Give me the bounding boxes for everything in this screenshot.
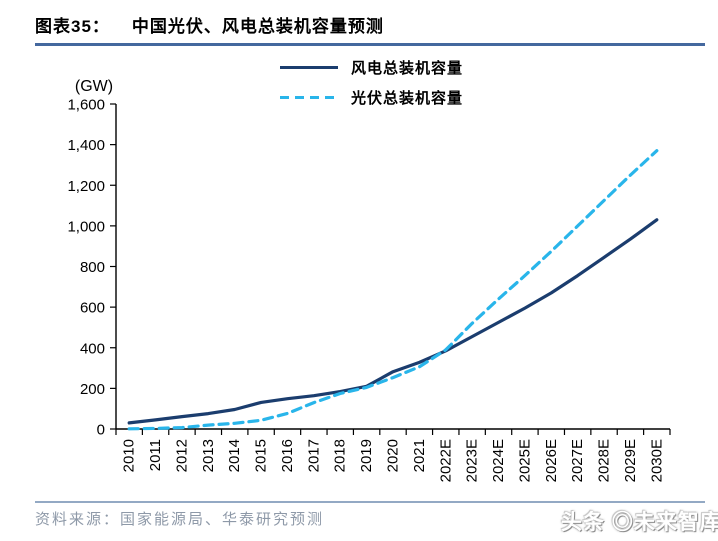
svg-text:0: 0 [97,422,105,439]
svg-text:2010: 2010 [121,439,138,472]
svg-text:2024E: 2024E [490,439,507,482]
y-axis-unit-label: (GW) [74,78,114,95]
svg-text:1,200: 1,200 [67,178,105,195]
svg-text:2012: 2012 [173,439,190,472]
wind-legend-label: 风电总装机容量 [351,60,464,77]
pv-legend-label: 光伏总装机容量 [351,90,464,107]
source-note: 资料来源：国家能源局、华泰研究预测 [35,512,325,528]
svg-text:2016: 2016 [279,439,296,472]
watermark: 头条 ◎未来智库 [561,511,718,534]
legend-item-wind: 风电总装机容量 [280,57,463,78]
svg-text:2015: 2015 [253,439,270,472]
legend-item-pv: 光伏总装机容量 [280,87,463,108]
pv-line-swatch [280,96,338,99]
chart-title: 图表35： 中国光伏、风电总装机容量预测 [35,12,384,37]
chart-number-label: 图表35： [35,17,110,36]
svg-text:2020: 2020 [385,439,402,472]
chart-legend: 风电总装机容量 光伏总装机容量 [280,57,463,108]
title-underline-rule [35,43,705,46]
svg-text:800: 800 [80,259,105,276]
svg-text:2026E: 2026E [543,439,560,482]
svg-text:2013: 2013 [200,439,217,472]
svg-text:1,600: 1,600 [67,97,105,114]
svg-text:2027E: 2027E [569,439,586,482]
svg-text:400: 400 [80,340,105,357]
svg-text:1,400: 1,400 [67,137,105,154]
svg-text:2011: 2011 [147,439,164,471]
svg-text:2021: 2021 [411,439,428,472]
svg-text:2028E: 2028E [596,439,613,482]
svg-text:200: 200 [80,381,105,398]
svg-text:1,000: 1,000 [67,218,105,235]
svg-text:2014: 2014 [226,439,243,472]
wind-line-swatch [280,66,338,69]
footer-separator-rule [35,501,705,503]
svg-text:2029E: 2029E [622,439,639,482]
svg-text:2017: 2017 [305,439,322,472]
svg-text:2023E: 2023E [464,439,481,482]
svg-text:2022E: 2022E [437,439,454,482]
svg-text:2025E: 2025E [516,439,533,482]
chart-title-text: 中国光伏、风电总装机容量预测 [131,17,384,36]
svg-text:2030E: 2030E [648,439,665,482]
svg-text:2018: 2018 [332,439,349,472]
svg-text:600: 600 [80,300,105,317]
svg-text:2019: 2019 [358,439,375,472]
